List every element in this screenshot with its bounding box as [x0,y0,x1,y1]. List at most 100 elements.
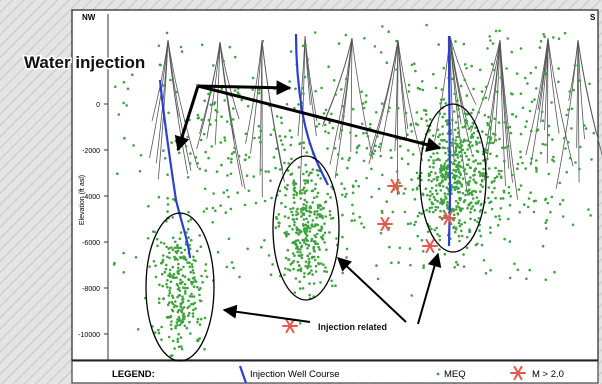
meq-point [484,85,488,89]
meq-point [438,133,442,137]
meq-point [503,121,507,124]
meq-point [196,317,200,321]
meq-point [541,244,545,248]
meq-point [254,201,258,205]
meq-point [299,189,302,193]
meq-point [453,230,457,234]
legend-magnitude-label: M > 2.0 [532,369,564,380]
meq-point [455,260,458,264]
meq-point [193,301,196,305]
meq-point [469,136,473,139]
meq-point [301,238,305,242]
meq-point [295,193,298,197]
meq-point [441,115,445,119]
meq-point [182,265,185,269]
meq-point [490,207,494,211]
meq-point [441,179,444,182]
meq-point [465,246,469,250]
meq-point [488,128,492,131]
meq-point [432,210,435,214]
meq-point [190,238,193,242]
meq-point [410,130,414,133]
meq-point [203,99,206,102]
meq-point [230,152,234,156]
meq-point [212,64,215,67]
meq-point [297,103,300,106]
meq-point [182,257,186,260]
meq-point [228,45,232,49]
meq-point [452,208,456,211]
meq-point [220,87,223,91]
meq-point [308,252,312,255]
meq-point [475,142,479,145]
meq-point [430,186,434,190]
meq-point [194,280,198,284]
meq-point [424,187,428,190]
meq-point [573,64,577,67]
meq-point [472,160,475,163]
meq-point [232,266,235,270]
meq-point [167,247,171,250]
meq-point [409,263,412,267]
meq-point [303,241,306,244]
meq-point [414,122,418,125]
meq-point [439,189,443,192]
meq-point [446,201,449,204]
meq-point [395,39,398,43]
meq-point [232,107,235,110]
meq-point [478,68,482,72]
meq-point [381,173,384,177]
meq-point [157,328,160,332]
meq-point [311,273,314,276]
meq-point [231,118,235,121]
meq-point [496,223,500,227]
arrow-to-well-1 [174,85,200,152]
meq-point [294,87,297,91]
meq-point [152,260,156,263]
meq-point [223,136,226,139]
meq-point [441,174,445,177]
meq-point [398,181,401,185]
meq-point [434,189,438,192]
meq-point [292,267,295,271]
meq-point [499,197,503,200]
meq-point [302,218,306,221]
meq-point [227,237,231,241]
meq-point [466,206,469,210]
arrow-to-well-2 [197,80,292,96]
meq-point [446,175,449,179]
meq-point [476,201,480,205]
meq-point [453,185,457,189]
meq-point [533,98,536,101]
meq-point [410,294,414,297]
meq-point [291,207,295,210]
meq-point [161,284,164,288]
meq-point [292,183,296,187]
meq-point [303,182,307,185]
meq-point [483,114,487,117]
meq-point [198,299,202,302]
meq-point [421,80,424,83]
meq-point [299,322,302,325]
meq-point [493,176,497,180]
meq-point [162,84,165,87]
meq-point [461,177,465,180]
meq-point [535,167,538,171]
meq-point [455,135,458,139]
meq-point [451,162,455,165]
meq-point [299,197,303,200]
meq-point [549,210,552,214]
meq-point [506,37,510,40]
meq-point [459,197,463,200]
meq-point [196,162,199,165]
meq-point [278,189,282,193]
meq-point [314,264,318,268]
meq-point [186,286,189,290]
meq-point [166,210,169,213]
meq-point [291,261,294,265]
meq-point [518,211,521,214]
meq-point [327,65,330,68]
meq-point [443,175,447,178]
meq-point [436,175,440,179]
meq-point [460,159,464,162]
